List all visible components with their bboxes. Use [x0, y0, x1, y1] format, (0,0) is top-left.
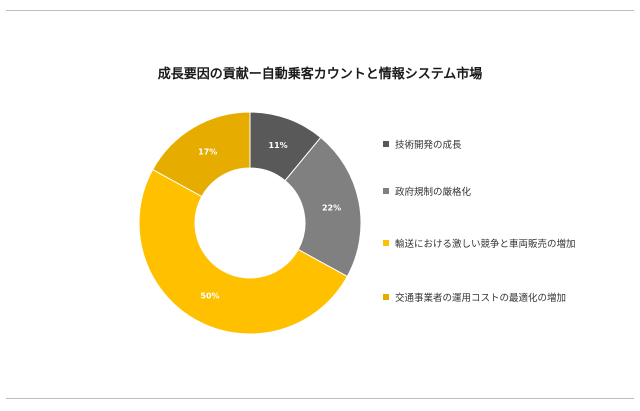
- legend-swatch-3: [383, 240, 389, 246]
- slice-label-4: 17%: [198, 148, 217, 157]
- donut-slice-3: [138, 168, 348, 335]
- bottom-border: [6, 398, 634, 399]
- legend-swatch-4: [383, 294, 389, 300]
- legend-swatch-2: [383, 188, 389, 194]
- chart-title: 成長要因の貢献ー自動乗客カウントと情報システム市場: [157, 67, 483, 82]
- legend-label-1: 技術開発の成長: [395, 140, 462, 151]
- legend-label-3: 輸送における激しい競争と車両販売の増加: [395, 239, 576, 250]
- top-border: [6, 10, 634, 11]
- legend-item-2: 政府規制の厳格化: [383, 184, 471, 198]
- legend-label-2: 政府規制の厳格化: [395, 187, 472, 198]
- slice-label-2: 22%: [322, 203, 341, 212]
- legend-item-1: 技術開発の成長: [383, 137, 462, 151]
- slice-label-3: 50%: [200, 292, 219, 301]
- donut-chart: 11% 22% 50% 17%: [138, 111, 362, 335]
- donut-slice-4: [152, 111, 251, 198]
- legend-item-3: 輸送における激しい競争と車両販売の増加: [383, 236, 576, 250]
- legend-swatch-1: [383, 141, 389, 147]
- legend-label-4: 交通事業者の運用コストの最適化の増加: [395, 293, 567, 304]
- donut-slice-2: [284, 136, 362, 278]
- slice-label-1: 11%: [269, 141, 288, 150]
- legend-item-4: 交通事業者の運用コストの最適化の増加: [383, 290, 566, 304]
